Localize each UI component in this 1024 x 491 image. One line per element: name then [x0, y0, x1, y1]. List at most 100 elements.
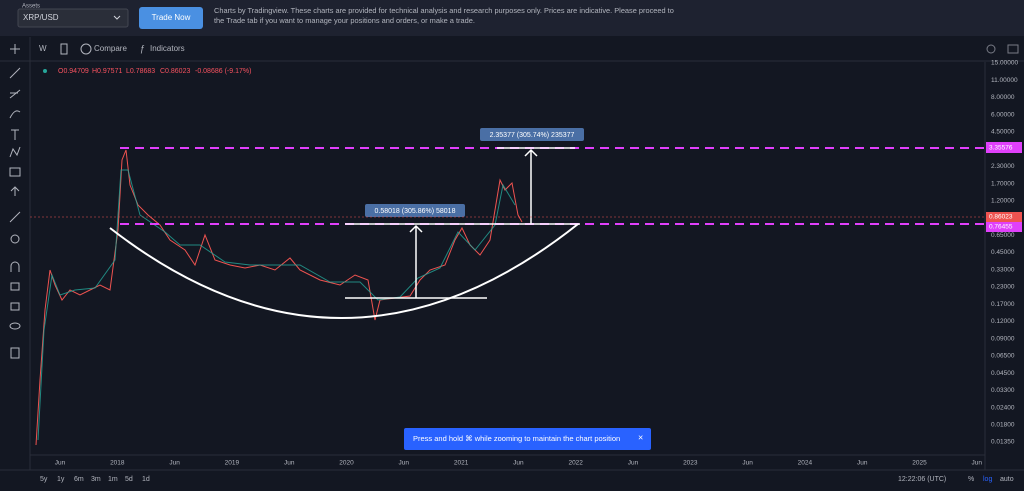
- price-series-up: [37, 169, 516, 441]
- crosshair-tool[interactable]: [10, 44, 20, 54]
- price-axis: 15.00000 11.00000 8.00000 6.00000 4.50000 3.3…: [991, 60, 1018, 446]
- price-label: 2.30000: [991, 163, 1015, 170]
- range-button[interactable]: 1y: [57, 476, 65, 483]
- price-label: 4.50000: [991, 129, 1015, 136]
- range-button[interactable]: 3m: [91, 476, 101, 483]
- measure-lines: [345, 147, 580, 299]
- percent-toggle[interactable]: %: [968, 476, 974, 483]
- second-move-label: 2.35377 (305.74%) 235377: [490, 132, 575, 139]
- price-label: 1.70000: [991, 180, 1015, 187]
- last-price-tag: [986, 212, 1022, 222]
- price-label: 0.33000: [991, 266, 1015, 273]
- time-label: Jun: [55, 460, 66, 467]
- price-label: 0.12000: [991, 318, 1015, 325]
- time-label: Jun: [284, 460, 295, 467]
- arrow-tool[interactable]: [10, 186, 20, 196]
- price-label: 0.03300: [991, 387, 1015, 394]
- ohlc-close: C0.86023: [160, 68, 190, 75]
- time-label: 2023: [683, 460, 698, 467]
- disclaimer-box: Charts by Tradingview. These charts are …: [214, 6, 674, 25]
- asset-select[interactable]: [17, 8, 129, 28]
- candle-type-icon[interactable]: [60, 43, 68, 55]
- price-label: 11.00000: [991, 77, 1018, 84]
- footer: [0, 470, 1024, 486]
- interval[interactable]: W: [39, 44, 47, 53]
- ohlc-change: -0.08686 (-9.17%): [195, 68, 251, 75]
- first-move-box: [365, 204, 465, 217]
- trade-button-label: Trade Now: [152, 13, 191, 22]
- ruler-tool[interactable]: [9, 211, 21, 223]
- range-button[interactable]: 1d: [142, 476, 150, 483]
- price-label: 0.04500: [991, 370, 1015, 377]
- tool-rail: [0, 62, 30, 470]
- time-label: 2020: [339, 460, 354, 467]
- target-tag: [986, 142, 1022, 153]
- toast-text: Press and hold ⌘ while zooming to mainta…: [413, 434, 620, 443]
- camera-icon[interactable]: [1007, 44, 1019, 54]
- fib-tool[interactable]: [9, 89, 21, 99]
- disclaimer: Charts by Tradingview. These charts are …: [214, 6, 674, 25]
- ohlc-low: L0.78683: [126, 68, 155, 75]
- price-label: 0.06500: [991, 353, 1015, 360]
- ohlc-open: O0.94709: [58, 68, 89, 75]
- text-tool[interactable]: [11, 129, 19, 140]
- tool-icons: [9, 44, 21, 359]
- zoom-tool[interactable]: [10, 234, 20, 244]
- range-button[interactable]: 1m: [108, 476, 118, 483]
- price-label: 0.17000: [991, 301, 1015, 308]
- price-label: 8.00000: [991, 94, 1015, 101]
- range-button[interactable]: 6m: [74, 476, 84, 483]
- range-button[interactable]: 5y: [40, 476, 48, 483]
- price-label: 15.00000: [991, 60, 1018, 67]
- visibility-tool[interactable]: [9, 322, 21, 330]
- trade-button[interactable]: [139, 7, 203, 29]
- target-tag-label: 3.35576: [989, 145, 1013, 152]
- cup-curve: [109, 223, 579, 319]
- dropdown-icon: [113, 15, 121, 20]
- second-arrow: [524, 148, 538, 224]
- last-price-label: 0.86023: [989, 214, 1013, 221]
- log-toggle[interactable]: log: [983, 476, 992, 483]
- pattern-tool[interactable]: [9, 146, 21, 158]
- asset: XRP/USD: [23, 13, 59, 22]
- lock-tool[interactable]: [10, 302, 20, 311]
- time-label: 2021: [454, 460, 469, 467]
- indicators[interactable]: Indicators: [150, 44, 185, 53]
- indicators-icon: ƒ: [140, 43, 145, 53]
- price-label: 0.01350: [991, 439, 1015, 446]
- time-label: 2022: [568, 460, 583, 467]
- trendline-tool[interactable]: [9, 67, 21, 79]
- lock-drawing-tool[interactable]: [10, 282, 20, 291]
- magnet-tool[interactable]: [10, 261, 20, 272]
- price-label: 0.45000: [991, 249, 1015, 256]
- settings-icon[interactable]: [986, 44, 996, 54]
- price-label: 6.00000: [991, 111, 1015, 118]
- compare[interactable]: Compare: [94, 44, 127, 53]
- time-label: 2024: [798, 460, 813, 467]
- ohlc-high: H0.97571: [92, 68, 122, 75]
- time-label: Jun: [513, 460, 524, 467]
- range-buttons: 5y 1y 6m 3m 1m 5d 1d: [40, 476, 150, 483]
- price-series: [35, 149, 523, 446]
- first-move-label: 0.58018 (305.86%) 58018: [375, 208, 456, 215]
- toast-close[interactable]: ×: [638, 432, 643, 442]
- time-label: Jun: [399, 460, 410, 467]
- brush-tool[interactable]: [9, 110, 21, 119]
- range-button[interactable]: 5d: [125, 476, 133, 483]
- breakout-tag: [986, 222, 1022, 232]
- time-label: 2025: [912, 460, 927, 467]
- compare-icon: [80, 43, 92, 55]
- auto-toggle[interactable]: auto: [1000, 476, 1014, 483]
- price-label: 1.20000: [991, 198, 1015, 205]
- prediction-tool[interactable]: [9, 167, 21, 177]
- legend-dot: [43, 69, 47, 73]
- breakout-label: 0.76455: [989, 224, 1013, 231]
- time-label: Jun: [742, 460, 753, 467]
- time-label: 2018: [110, 460, 125, 467]
- chart-toolbar: [0, 37, 1024, 61]
- price-label: 0.02400: [991, 404, 1015, 411]
- time-label: Jun: [628, 460, 639, 467]
- trash-tool[interactable]: [10, 347, 20, 359]
